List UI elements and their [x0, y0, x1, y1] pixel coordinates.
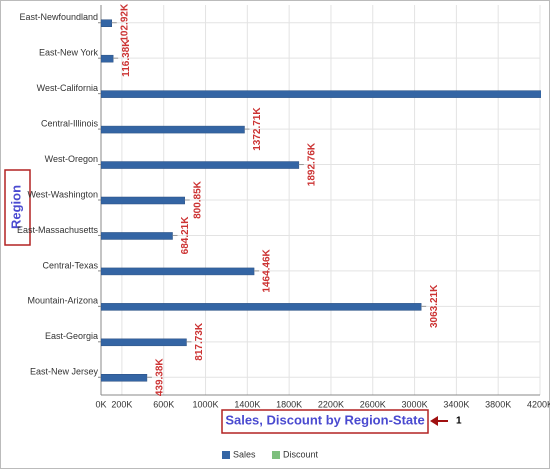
y-tick-label: East-Massachusetts: [17, 225, 99, 235]
y-tick-label: East-Newfoundland: [19, 12, 98, 22]
data-label: 800.85K: [192, 180, 203, 219]
y-tick-label: Mountain-Arizona: [27, 296, 98, 306]
x-tick-label: 2200K: [318, 399, 344, 409]
x-tick-label: 600K: [153, 399, 174, 409]
y-tick-label: West-Oregon: [45, 154, 98, 164]
y-tick-label: East-New Jersey: [30, 367, 99, 377]
legend-swatch: [272, 451, 280, 459]
data-label: 817.73K: [194, 322, 205, 361]
legend-label: Discount: [283, 449, 319, 459]
bar: [101, 54, 114, 63]
y-tick-label: Central-Texas: [42, 260, 98, 270]
y-axis-label: Region: [8, 185, 23, 229]
legend-label: Sales: [233, 449, 256, 459]
title-box: [221, 409, 429, 434]
data-label: 439.38K: [155, 358, 166, 397]
arrow-head: [430, 416, 438, 426]
bar: [101, 161, 300, 169]
x-tick-label: 3000K: [402, 399, 428, 409]
x-tick-label: 1400K: [234, 399, 260, 409]
y-tick-label: West-Washington: [27, 189, 98, 199]
bar: [101, 303, 422, 311]
y-tick-label: East-New York: [39, 48, 99, 58]
bar: [101, 374, 148, 382]
y-tick-label: West-California: [37, 83, 98, 93]
data-label: 684.21K: [180, 216, 191, 255]
bar: [101, 125, 245, 134]
bar: [101, 338, 187, 347]
y-tick-label: Central-Illinois: [41, 118, 99, 128]
y-tick-label: East-Georgia: [45, 331, 98, 341]
x-tick-label: 3800K: [485, 399, 511, 409]
bar: [101, 90, 541, 98]
y-label-box: [4, 169, 31, 246]
annotation: 1: [456, 416, 462, 427]
data-label: 3063.21K: [429, 284, 440, 328]
x-tick-label: 0K: [95, 399, 106, 409]
x-tick-label: 3400K: [443, 399, 469, 409]
data-label: 1892.76K: [306, 142, 317, 186]
x-tick-label: 1000K: [193, 399, 219, 409]
x-tick-label: 2600K: [360, 399, 386, 409]
chart-title: Sales, Discount by Region-State: [225, 412, 424, 427]
data-label: 1464.46K: [262, 248, 273, 292]
legend-swatch: [222, 451, 230, 459]
x-tick-label: 1800K: [276, 399, 302, 409]
bar: [101, 232, 173, 240]
data-label: 102.92K: [119, 3, 130, 42]
x-tick-label: 4200K: [527, 399, 550, 409]
data-label: 1372.71K: [252, 107, 263, 151]
x-tick-label: 200K: [111, 399, 132, 409]
data-label: 116.38K: [121, 39, 132, 77]
bar: [101, 19, 113, 27]
bar: [101, 267, 255, 276]
bar: [101, 196, 185, 205]
